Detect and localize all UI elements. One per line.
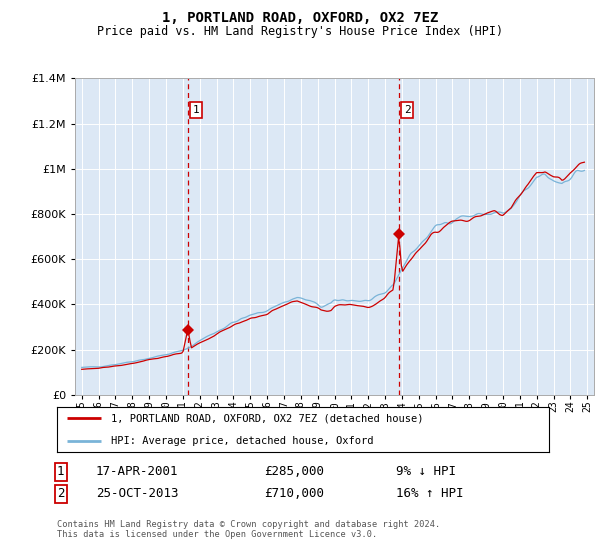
Text: 1, PORTLAND ROAD, OXFORD, OX2 7EZ (detached house): 1, PORTLAND ROAD, OXFORD, OX2 7EZ (detac…	[111, 413, 424, 423]
Text: 2: 2	[57, 487, 65, 501]
Text: £710,000: £710,000	[264, 487, 324, 501]
Text: 1: 1	[57, 465, 65, 478]
Text: 9% ↓ HPI: 9% ↓ HPI	[396, 465, 456, 478]
Text: £285,000: £285,000	[264, 465, 324, 478]
Text: Price paid vs. HM Land Registry's House Price Index (HPI): Price paid vs. HM Land Registry's House …	[97, 25, 503, 38]
Text: Contains HM Land Registry data © Crown copyright and database right 2024.
This d: Contains HM Land Registry data © Crown c…	[57, 520, 440, 539]
Text: 16% ↑ HPI: 16% ↑ HPI	[396, 487, 464, 501]
Text: 17-APR-2001: 17-APR-2001	[96, 465, 179, 478]
Text: 2: 2	[404, 105, 410, 115]
Text: HPI: Average price, detached house, Oxford: HPI: Average price, detached house, Oxfo…	[111, 436, 374, 446]
Text: 1: 1	[193, 105, 200, 115]
Text: 1, PORTLAND ROAD, OXFORD, OX2 7EZ: 1, PORTLAND ROAD, OXFORD, OX2 7EZ	[162, 11, 438, 25]
Text: 25-OCT-2013: 25-OCT-2013	[96, 487, 179, 501]
